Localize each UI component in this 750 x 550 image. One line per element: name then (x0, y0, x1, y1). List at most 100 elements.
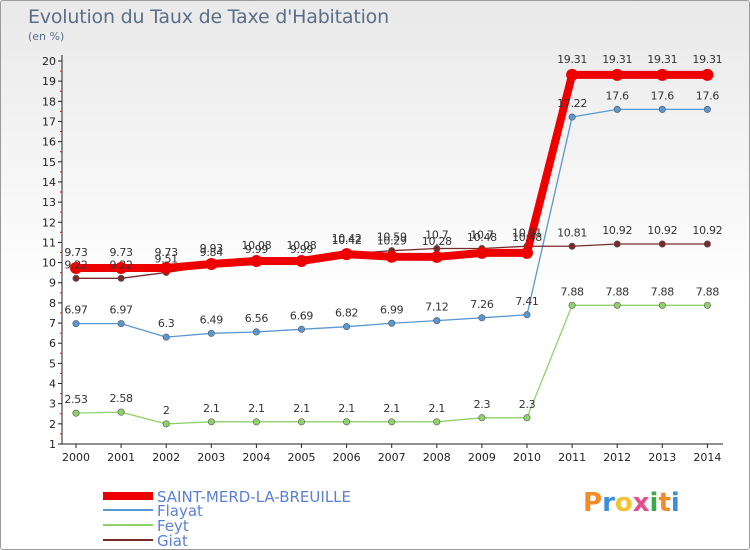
data-label: 17.6 (651, 89, 675, 102)
x-tick-label: 2002 (152, 451, 180, 464)
data-label: 7.26 (470, 298, 494, 311)
data-label: 2.1 (203, 402, 220, 415)
data-point (72, 320, 80, 328)
data-label: 2.1 (338, 402, 355, 415)
data-point (72, 409, 80, 417)
y-tick-label: 19 (42, 75, 56, 88)
data-label: 2.1 (248, 402, 265, 415)
data-label: 10.92 (602, 224, 632, 237)
x-tick-label: 2012 (603, 451, 631, 464)
data-point (433, 317, 441, 325)
data-label: 10.7 (425, 228, 449, 241)
legend-label: SAINT-MERD-LA-BREUILLE (157, 488, 352, 506)
unit-label: (en %) (28, 30, 65, 43)
data-point (252, 328, 260, 336)
chart-title: Evolution du Taux de Taxe d'Habitation (28, 6, 389, 28)
data-label: 10.92 (692, 224, 722, 237)
legend-swatch (103, 509, 153, 511)
legend-label: Giat (157, 532, 188, 550)
data-label: 10.81 (512, 226, 542, 239)
x-tick-label: 2009 (468, 451, 496, 464)
data-label: 10.42 (332, 232, 362, 245)
data-label: 9.51 (155, 252, 178, 265)
data-label: 2.3 (519, 398, 536, 411)
data-point (703, 105, 711, 113)
data-point (115, 262, 128, 275)
x-tick-label: 2004 (242, 451, 270, 464)
data-label: 10.42 (332, 234, 362, 247)
data-point (72, 274, 80, 282)
y-tick-label: 13 (42, 196, 56, 209)
data-point (611, 68, 624, 81)
data-point (430, 250, 443, 263)
data-label: 9.22 (109, 258, 132, 271)
data-label: 6.3 (158, 317, 175, 330)
data-point (523, 414, 531, 422)
y-tick-label: 7 (49, 317, 56, 330)
x-tick-label: 2011 (558, 451, 586, 464)
data-point (297, 325, 305, 333)
data-label: 7.12 (425, 301, 448, 314)
x-tick-label: 2005 (288, 451, 316, 464)
data-label: 10.7 (470, 228, 494, 241)
data-label: 2 (163, 404, 170, 417)
data-point (701, 68, 714, 81)
data-label: 2.3 (474, 398, 491, 411)
y-tick-label: 1 (49, 438, 56, 451)
data-label: 9.73 (109, 246, 133, 259)
y-tick-label: 11 (42, 236, 56, 249)
y-tick-label: 15 (42, 156, 56, 169)
logo-letter: t (658, 488, 671, 518)
series-flayat (72, 105, 711, 341)
data-point (475, 246, 488, 259)
x-tick-label: 2006 (333, 451, 361, 464)
data-label: 10.28 (422, 235, 452, 248)
data-point (207, 329, 215, 337)
data-point (207, 418, 215, 426)
data-point (658, 301, 666, 309)
y-tick-label: 6 (49, 337, 56, 350)
proxiti-logo: Proxiti (583, 488, 680, 518)
data-point (568, 301, 576, 309)
data-label: 9.93 (200, 242, 224, 255)
x-tick-label: 2003 (197, 451, 225, 464)
y-tick-label: 3 (49, 398, 56, 411)
data-point (340, 248, 353, 261)
data-point (162, 420, 170, 428)
data-label: 6.49 (200, 313, 224, 326)
data-label: 9.84 (200, 246, 224, 259)
data-point (117, 274, 125, 282)
x-tick-label: 2000 (62, 451, 90, 464)
data-point (566, 68, 579, 81)
data-label: 10.81 (557, 226, 587, 239)
data-label: 10.08 (241, 239, 271, 252)
y-tick-label: 8 (49, 297, 56, 310)
data-label: 9.73 (155, 246, 179, 259)
series-saint-merd-la-breuille (70, 68, 714, 275)
data-label: 10.48 (512, 231, 542, 244)
legend-swatch (103, 524, 153, 526)
data-point (568, 113, 576, 121)
data-label: 7.88 (696, 285, 720, 298)
data-point (613, 301, 621, 309)
logo-letter: i (670, 488, 680, 518)
data-label: 10.59 (377, 231, 407, 244)
series-layer (70, 68, 714, 428)
data-label: 7.88 (560, 285, 584, 298)
data-point (250, 254, 263, 267)
data-point (478, 414, 486, 422)
data-point (613, 105, 621, 113)
data-point (343, 418, 351, 426)
y-tick-label: 17 (42, 115, 56, 128)
data-label: 7.88 (651, 285, 675, 298)
data-label: 7.88 (606, 285, 630, 298)
y-tick-label: 4 (49, 378, 56, 391)
data-label: 2.53 (64, 393, 88, 406)
data-point (658, 105, 666, 113)
x-tick-label: 2008 (423, 451, 451, 464)
data-label: 6.82 (335, 307, 358, 320)
data-label: 19.31 (557, 53, 587, 66)
data-point (703, 240, 711, 248)
data-label: 7.41 (515, 295, 538, 308)
